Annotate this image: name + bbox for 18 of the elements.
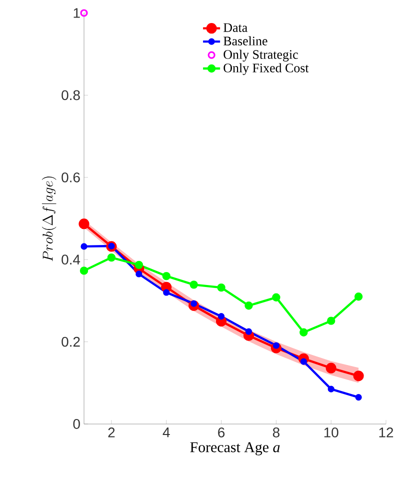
y-tick-label: 0.6 [62,172,80,182]
x-tick-label: 6 [218,428,225,438]
x-tick-label: 2 [108,428,115,438]
legend-label: Only Fixed Cost [224,63,309,76]
y-tick-label: 1 [74,8,80,18]
legend-label: Baseline [224,36,268,46]
x-axis-title: Forecast Age a [190,442,280,456]
x-tick-label: 8 [272,428,280,438]
legend-label: Only Strategic [224,50,298,62]
y-axis-title: $Prob(\Delta f|age)$ [42,176,56,262]
y-tick-label: 0 [73,419,80,429]
y-tick-label: 0.8 [62,90,80,100]
y-tick-label: 0.4 [62,254,80,265]
y-tick-label: 0.2 [62,336,80,347]
x-tick-label: 12 [379,428,394,438]
x-tick-label: 10 [324,428,338,438]
legend-label: Data [224,23,248,32]
x-tick-label: 4 [162,428,170,438]
